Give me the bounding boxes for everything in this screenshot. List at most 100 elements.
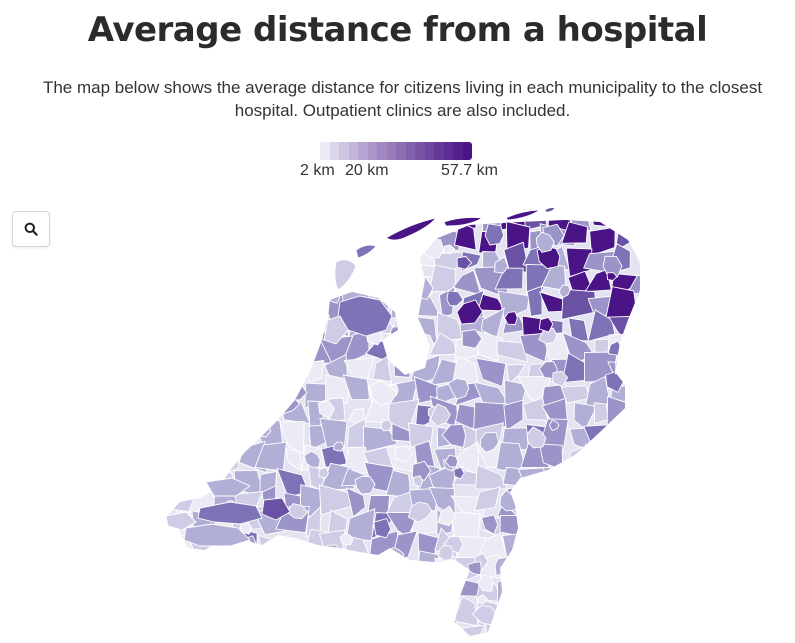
municipality-region[interactable]	[605, 507, 638, 542]
municipality-region[interactable]	[278, 541, 305, 568]
municipality-region[interactable]	[526, 426, 547, 449]
municipality-region[interactable]	[384, 263, 416, 300]
municipality-region[interactable]	[636, 310, 652, 344]
municipality-region[interactable]	[252, 276, 286, 297]
municipality-region[interactable]	[174, 593, 201, 626]
municipality-region[interactable]	[156, 446, 178, 472]
municipality-region[interactable]	[219, 594, 246, 630]
municipality-region[interactable]	[190, 624, 222, 643]
municipality-region[interactable]	[437, 545, 454, 561]
municipality-region[interactable]	[209, 375, 242, 407]
municipality-region[interactable]	[232, 580, 263, 608]
municipality-region[interactable]	[239, 396, 256, 431]
municipality-region[interactable]	[167, 244, 200, 276]
municipality-region[interactable]	[197, 404, 224, 430]
municipality-region[interactable]	[341, 584, 373, 605]
municipality-region[interactable]	[447, 377, 470, 400]
municipality-region[interactable]	[542, 466, 571, 491]
municipality-region[interactable]	[493, 256, 509, 274]
municipality-region[interactable]	[632, 550, 662, 577]
municipality-region[interactable]	[506, 364, 527, 385]
municipality-region[interactable]	[285, 447, 302, 472]
municipality-region[interactable]	[299, 618, 333, 643]
municipality-region[interactable]	[606, 272, 618, 281]
municipality-region[interactable]	[212, 227, 239, 249]
municipality-region[interactable]	[385, 243, 411, 265]
municipality-region[interactable]	[167, 616, 202, 643]
municipality-region[interactable]	[589, 226, 616, 257]
municipality-region[interactable]	[390, 577, 414, 607]
municipality-region[interactable]	[149, 241, 180, 271]
municipality-region[interactable]	[393, 445, 414, 463]
municipality-region[interactable]	[201, 592, 217, 609]
municipality-region[interactable]	[342, 374, 370, 401]
municipality-region[interactable]	[442, 618, 458, 636]
municipality-region[interactable]	[633, 447, 662, 473]
municipality-region[interactable]	[650, 488, 679, 514]
municipality-region[interactable]	[169, 286, 189, 319]
municipality-region[interactable]	[196, 205, 223, 231]
municipality-region[interactable]	[229, 426, 246, 445]
municipality-region[interactable]	[552, 370, 569, 387]
municipality-region[interactable]	[518, 493, 541, 515]
municipality-region[interactable]	[416, 550, 441, 581]
municipality-region[interactable]	[322, 202, 352, 226]
municipality-region[interactable]	[650, 220, 683, 254]
municipality-region[interactable]	[146, 221, 169, 252]
municipality-region[interactable]	[605, 440, 638, 472]
municipality-region[interactable]	[650, 510, 677, 533]
municipality-region[interactable]	[278, 288, 307, 318]
municipality-region[interactable]	[407, 316, 438, 345]
municipality-region[interactable]	[441, 423, 467, 449]
municipality-region[interactable]	[252, 355, 283, 381]
municipality-region[interactable]	[168, 225, 199, 255]
municipality-region[interactable]	[369, 616, 398, 643]
municipality-region[interactable]	[284, 276, 298, 290]
municipality-region[interactable]	[634, 623, 656, 643]
municipality-region[interactable]	[259, 224, 284, 251]
municipality-region[interactable]	[502, 596, 528, 619]
municipality-region[interactable]	[255, 285, 285, 315]
municipality-region[interactable]	[538, 548, 554, 562]
municipality-region[interactable]	[186, 285, 222, 320]
municipality-region[interactable]	[365, 574, 399, 597]
municipality-region[interactable]	[456, 299, 484, 325]
municipality-region[interactable]	[282, 246, 305, 276]
municipality-region[interactable]	[232, 247, 265, 268]
municipality-region[interactable]	[174, 399, 192, 431]
municipality-region[interactable]	[614, 356, 632, 371]
municipality-region[interactable]	[259, 312, 283, 336]
municipality-region[interactable]	[321, 544, 341, 565]
municipality-region[interactable]	[484, 223, 505, 246]
municipality-region[interactable]	[650, 424, 680, 447]
municipality-region[interactable]	[414, 404, 433, 431]
municipality-region[interactable]	[171, 553, 195, 584]
municipality-region[interactable]	[171, 572, 199, 606]
municipality-region[interactable]	[147, 399, 178, 433]
municipality-region[interactable]	[480, 514, 499, 535]
municipality-region[interactable]	[279, 332, 302, 367]
municipality-region[interactable]	[235, 375, 264, 408]
municipality-region[interactable]	[212, 355, 245, 389]
municipality-region[interactable]	[453, 466, 465, 480]
municipality-region[interactable]	[317, 400, 336, 420]
municipality-region[interactable]	[278, 309, 311, 342]
municipality-region[interactable]	[566, 492, 588, 517]
municipality-region[interactable]	[587, 533, 618, 563]
municipality-region[interactable]	[523, 559, 535, 574]
municipality-region[interactable]	[506, 594, 523, 612]
municipality-region[interactable]	[524, 574, 549, 607]
municipality-region[interactable]	[458, 624, 486, 643]
municipality-region[interactable]	[328, 572, 355, 607]
municipality-region[interactable]	[604, 489, 640, 518]
municipality-region[interactable]	[313, 244, 333, 264]
municipality-region[interactable]	[632, 362, 663, 383]
municipality-region[interactable]	[433, 574, 461, 597]
municipality-region[interactable]	[276, 601, 308, 626]
municipality-region[interactable]	[184, 458, 198, 476]
municipality-region[interactable]	[588, 200, 615, 228]
municipality-region[interactable]	[275, 355, 310, 380]
municipality-region[interactable]	[347, 560, 371, 584]
municipality-region[interactable]	[567, 534, 597, 562]
municipality-region[interactable]	[626, 209, 662, 231]
